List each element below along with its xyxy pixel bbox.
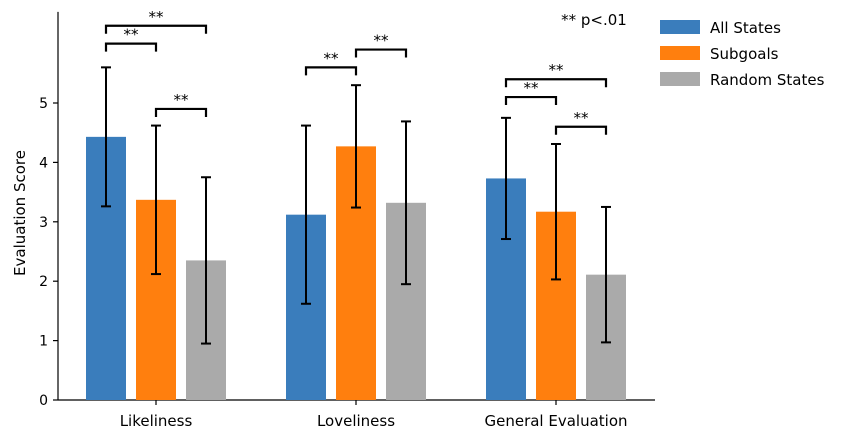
error-bar: [101, 66, 111, 208]
x-tick-label: General Evaluation: [484, 412, 627, 429]
significance-label: **: [549, 61, 565, 79]
significance-label: **: [574, 109, 590, 127]
significance-bracket: **: [104, 26, 158, 52]
y-tick-label: 0: [39, 393, 48, 409]
significance-bracket: **: [504, 61, 608, 88]
error-bars: [101, 66, 611, 345]
error-bar: [201, 176, 211, 345]
significance-bracket: **: [304, 49, 358, 76]
legend: All States Subgoals Random States: [660, 19, 825, 89]
y-tick-label: 5: [39, 96, 48, 112]
significance-bracket: **: [104, 8, 208, 34]
error-bar: [351, 84, 361, 209]
significance-bracket: **: [154, 91, 208, 117]
significance-bracket: **: [554, 109, 608, 135]
x-tick-label: Loveliness: [317, 412, 395, 429]
significance-label: **: [524, 79, 540, 97]
error-bar: [551, 142, 561, 281]
y-axis-label: Evaluation Score: [11, 150, 29, 276]
significance-label: **: [149, 8, 165, 26]
significance-note: ** p<.01: [561, 11, 627, 29]
significance-label: **: [374, 32, 390, 50]
error-bar: [601, 205, 611, 344]
significance-brackets: ** ** ** ** ** ** ** **: [104, 8, 608, 135]
y-tick-label: 4: [39, 155, 48, 171]
legend-item: All States: [660, 19, 781, 37]
legend-label: Random States: [710, 71, 825, 89]
significance-label: **: [124, 26, 140, 44]
significance-label: **: [324, 49, 340, 67]
x-tick-label: Likeliness: [120, 412, 193, 429]
legend-label: All States: [710, 19, 781, 37]
significance-label: **: [174, 91, 190, 109]
legend-item: Random States: [660, 71, 825, 89]
legend-swatch: [660, 46, 700, 60]
y-tick-label: 3: [39, 215, 48, 231]
y-tick-label: 2: [39, 274, 48, 290]
bars: [86, 136, 626, 400]
error-bar: [401, 120, 411, 286]
legend-swatch: [660, 20, 700, 34]
legend-item: Subgoals: [660, 45, 779, 63]
significance-bracket: **: [354, 32, 408, 58]
error-bar: [151, 124, 161, 276]
error-bar: [501, 116, 511, 241]
significance-bracket: **: [504, 79, 558, 106]
legend-swatch: [660, 72, 700, 86]
y-tick-label: 1: [39, 334, 48, 350]
legend-label: Subgoals: [710, 45, 779, 63]
error-bar: [301, 124, 311, 305]
